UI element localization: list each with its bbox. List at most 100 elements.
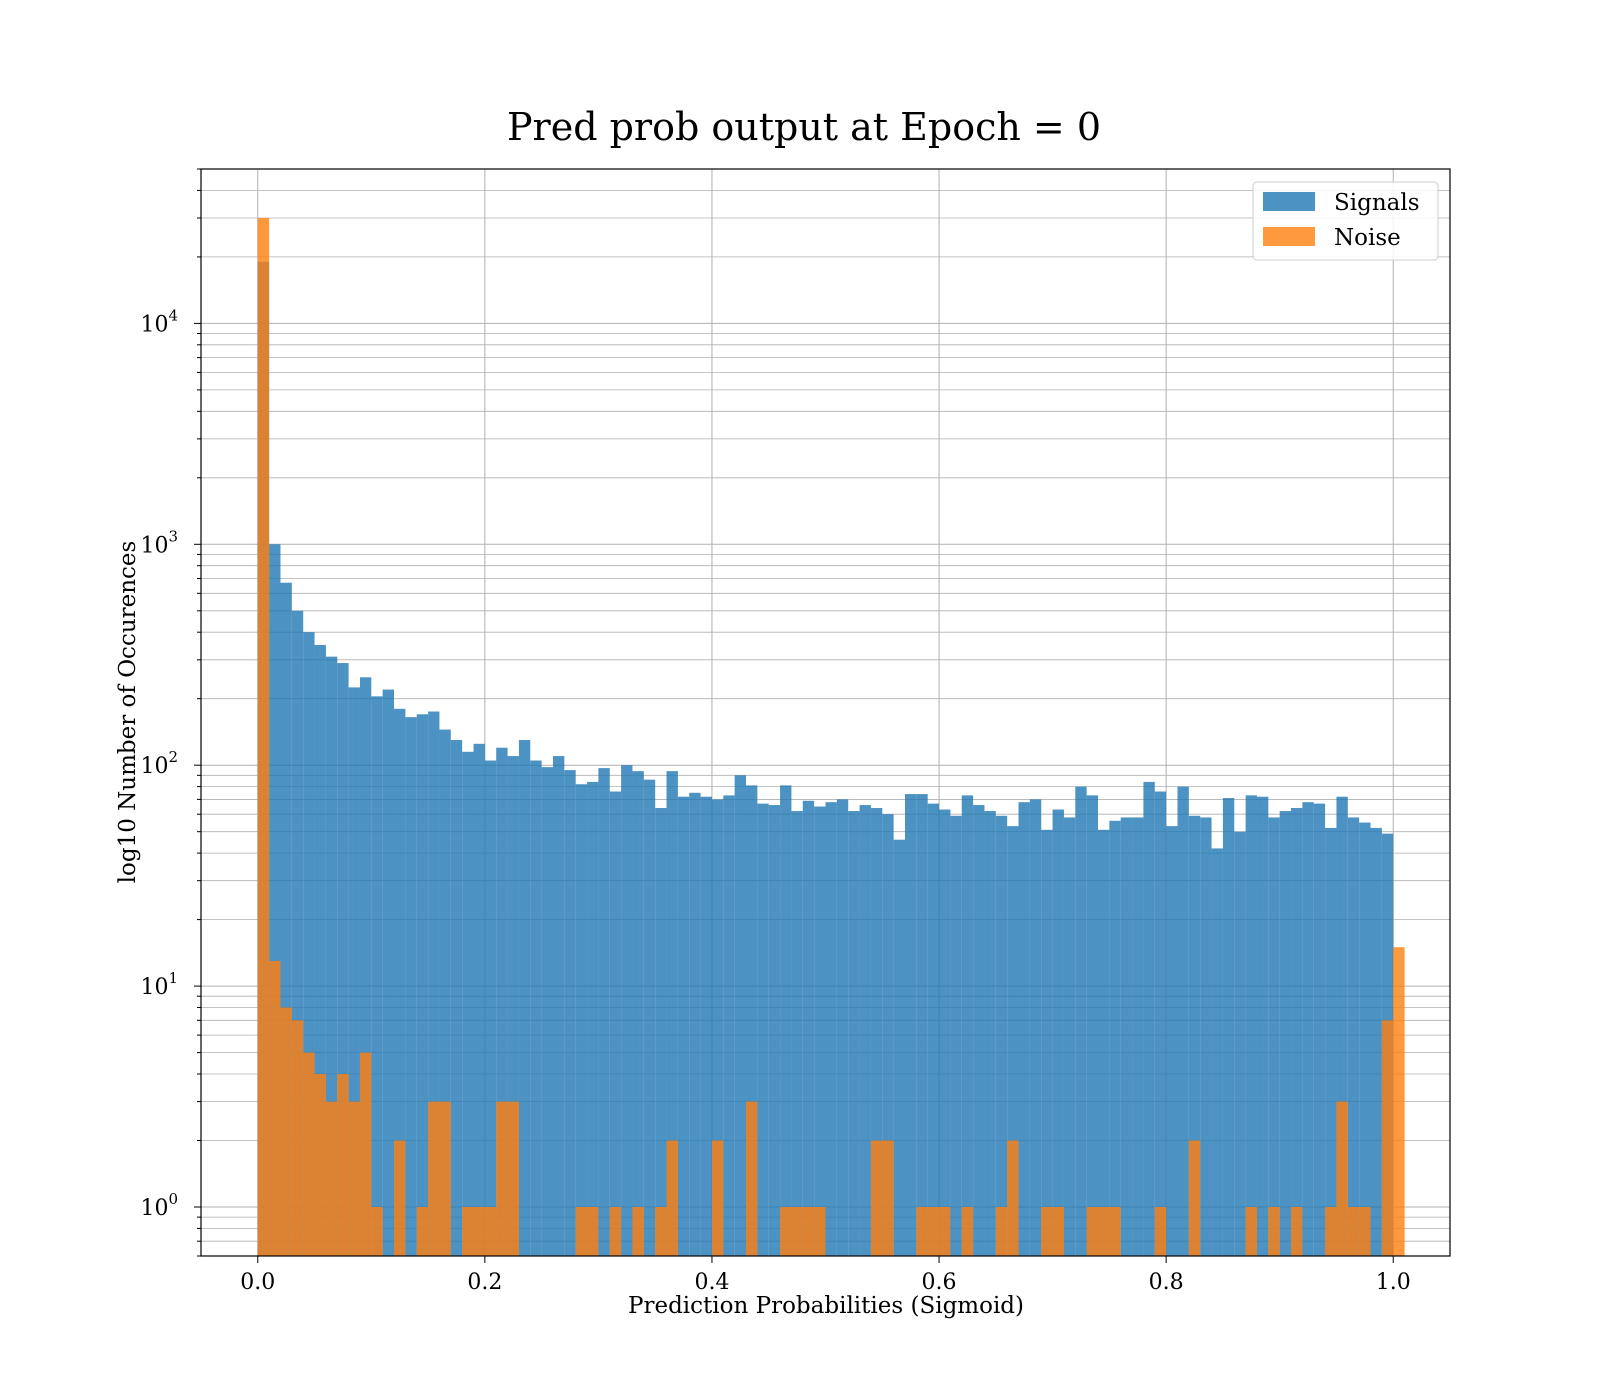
bar-noise [1109,1206,1121,1256]
bar-signals [961,795,974,1256]
bar-signals [814,806,826,1256]
bar-signals [1222,798,1235,1256]
bar-noise [814,1206,826,1256]
bar-signals [677,796,690,1256]
bar-signals [575,784,588,1256]
y-axis-label: log10 Number of Occurences [115,541,141,884]
bar-signals [1325,827,1337,1256]
bar-signals [893,839,905,1256]
bar-signals [984,811,996,1256]
bar-signals [1211,848,1223,1256]
bar-noise [870,1140,883,1256]
bar-noise [257,218,270,1257]
bar-signals [348,687,360,1256]
bar-noise [1245,1206,1257,1256]
bar-signals [462,751,474,1256]
bar-noise [666,1140,678,1256]
bar-signals [1302,802,1314,1256]
bar-noise [655,1206,667,1256]
legend-swatch-noise [1263,227,1315,246]
bar-signals [1188,815,1201,1256]
bar-noise [1098,1206,1110,1256]
plot-frame [200,168,1451,1257]
bar-signals [1245,795,1257,1256]
bar-noise [348,1101,360,1256]
bar-noise [484,1206,497,1256]
chart-title: Pred prob output at Epoch = 0 [507,105,1101,149]
bar-noise [496,1101,508,1256]
bar-noise [1381,1020,1394,1256]
bar-signals [1256,796,1269,1256]
bar-signals [337,663,349,1256]
bar-signals [746,785,758,1256]
bar-signals [1177,786,1189,1256]
bar-signals [1018,802,1030,1256]
bar-signals [416,714,429,1256]
bar-signals [450,740,463,1256]
bar-noise [303,1052,315,1256]
bar-signals [939,809,951,1256]
bar-signals [587,781,599,1256]
bar-signals [496,747,508,1256]
bar-signals [507,756,519,1256]
legend-label-noise: Noise [1334,225,1401,251]
bar-signals [541,767,553,1256]
y-tick-label: 104 [140,306,178,337]
bar-signals [1154,791,1167,1256]
bar-noise [791,1206,803,1256]
bar-noise [609,1206,622,1256]
bar-signals [564,770,576,1256]
bar-signals [1120,817,1133,1256]
bar-signals [484,760,497,1256]
bar-signals [643,779,656,1256]
bar-noise [462,1206,474,1256]
bar-signals [1279,811,1292,1256]
bar-signals [859,805,871,1256]
bar-signals [1098,829,1110,1256]
bar-signals [280,582,292,1256]
bar-signals [371,696,383,1256]
bar-noise [632,1206,644,1256]
bar-noise [314,1074,326,1256]
bar-noise [882,1140,894,1256]
bar-signals [780,785,792,1256]
x-axis-label: Prediction Probabilities (Sigmoid) [628,1293,1024,1319]
bar-signals [405,717,417,1256]
bar-signals [1109,820,1121,1256]
bar-signals [1200,817,1212,1256]
bar-signals [1063,817,1076,1256]
bar-signals [1359,822,1371,1256]
bar-signals [1029,799,1042,1256]
bar-signals [1291,808,1303,1256]
x-tick-label: 0.2 [467,1270,502,1295]
bar-noise [428,1101,440,1256]
bar-signals [904,794,917,1256]
x-tick-label: 1.0 [1376,1270,1411,1295]
bar-noise [1086,1206,1099,1256]
bar-noise [1347,1206,1360,1256]
bar-signals [303,632,315,1256]
bar-noise [1007,1140,1019,1256]
bar-signals [382,689,395,1256]
bar-noise [575,1206,588,1256]
bar-signals [473,743,485,1256]
bar-signals [621,765,633,1256]
bar-noise [337,1074,349,1256]
legend: Signals Noise [1252,181,1439,261]
bar-noise [802,1206,815,1256]
y-tick-label: 101 [140,969,178,1000]
bar-signals [1143,781,1155,1256]
bar-signals [882,814,894,1256]
bar-signals [734,775,747,1256]
bar-signals [836,799,849,1256]
legend-label-signals: Signals [1334,190,1420,216]
bar-signals [973,805,985,1256]
bar-signals [1347,817,1360,1256]
bar-noise [359,1052,372,1256]
bar-signals [825,802,837,1256]
bar-noise [1325,1206,1337,1256]
bar-signals [757,803,769,1256]
y-tick-label: 103 [140,527,178,558]
bar-noise [746,1101,758,1256]
bar-signals [666,771,678,1256]
